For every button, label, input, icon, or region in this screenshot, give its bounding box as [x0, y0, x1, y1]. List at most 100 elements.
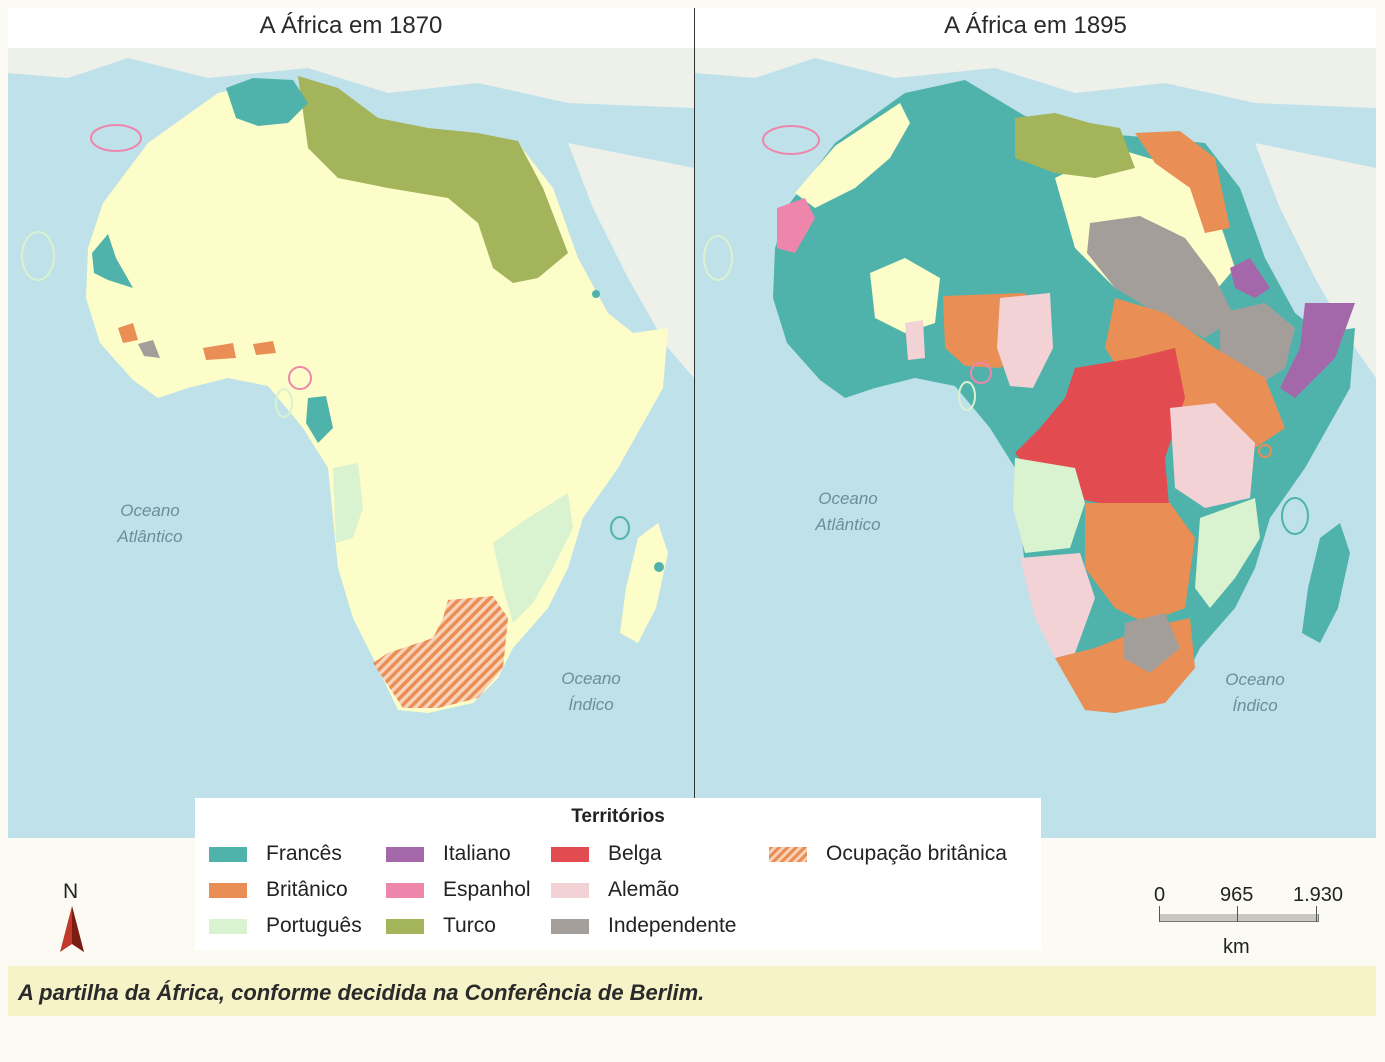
- portuguese-mozambique: [493, 493, 573, 623]
- cape-verde-ring: [703, 235, 733, 281]
- legend-label-italiano: Italiano: [443, 842, 511, 865]
- french-senegal: [92, 234, 133, 288]
- legend-item-espanhol: Espanhol: [386, 876, 531, 904]
- italian-somalia: [1280, 303, 1355, 398]
- legend-label-belga: Belga: [608, 842, 662, 865]
- caption-band: [8, 966, 1376, 1016]
- legend-item-alemao: Alemão: [551, 876, 679, 904]
- turkish-north-africa: [298, 76, 568, 283]
- fernando-po-ring: [970, 362, 992, 384]
- legend-swatch-britanico: [209, 882, 247, 898]
- unclaimed-north-west: [795, 103, 910, 208]
- map-1895-svg: Oceano Atlântico Oceano Índico: [695, 48, 1376, 715]
- europe-land: [8, 48, 694, 108]
- italian-eritrea: [1230, 258, 1270, 298]
- legend-label-frances: Francês: [266, 842, 342, 865]
- french-gabon: [306, 396, 333, 443]
- legend-swatch-italiano: [386, 846, 424, 862]
- british-west-africa-2: [203, 343, 236, 360]
- indian-label-1870-line1: Oceano: [561, 669, 621, 688]
- legend-label-espanhol: Espanhol: [443, 878, 531, 901]
- zanzibar-ring: [1258, 444, 1272, 458]
- canary-islands-ring: [762, 125, 820, 155]
- legend-label-independente: Independente: [608, 914, 737, 937]
- figure-caption: A partilha da África, conforme decidida …: [18, 980, 705, 1005]
- german-cameroon: [997, 293, 1053, 388]
- scale-bar: 0 965 1.930 km: [1140, 880, 1344, 960]
- british-egypt: [1135, 131, 1230, 233]
- legend-swatch-independente: [551, 918, 589, 934]
- atlantic-label-1870-line1: Oceano: [120, 501, 180, 520]
- reunion-ring: [610, 516, 630, 540]
- reunion-dot: [654, 562, 664, 572]
- atlantic-label-1895-line1: Oceano: [818, 489, 878, 508]
- sao-tome-ring: [275, 388, 293, 418]
- british-rhodesia: [1085, 503, 1195, 623]
- turkish-libya: [1015, 113, 1135, 178]
- europe-land: [695, 48, 1376, 108]
- madagascar-1895: [1302, 523, 1350, 643]
- legend-item-ocupacao-britanica: Ocupação britânica: [769, 840, 1007, 868]
- north-letter: N: [63, 880, 79, 903]
- fernando-po-ring: [288, 366, 312, 390]
- scale-bar-graphic: [1159, 914, 1319, 922]
- legend-swatch-ocupacao-britanica: [769, 846, 807, 862]
- british-occupation-south: [373, 596, 508, 708]
- legend-item-portugues: Português: [209, 912, 362, 940]
- legend-swatch-portugues: [209, 918, 247, 934]
- portuguese-angola: [333, 463, 363, 543]
- legend-swatch-frances: [209, 846, 247, 862]
- canary-islands-ring: [90, 124, 142, 152]
- scale-tick-1930: [1316, 906, 1317, 922]
- legend-label-ocupacao-britanica: Ocupação britânica: [826, 842, 1007, 865]
- cape-verde-ring: [21, 231, 55, 281]
- british-east-africa: [1105, 298, 1285, 448]
- british-west-africa-1: [118, 323, 138, 343]
- atlantic-label-1870-line2: Atlântico: [116, 527, 182, 546]
- scale-tick-label-965: 965: [1220, 884, 1254, 906]
- atlantic-label-1895-line2: Atlântico: [814, 515, 880, 534]
- german-southwest-africa: [1020, 553, 1095, 658]
- scale-tick-0: [1159, 906, 1160, 922]
- legend-swatch-espanhol: [386, 882, 424, 898]
- french-algeria: [226, 78, 308, 126]
- independent-transvaal: [1123, 613, 1180, 673]
- independent-sudan: [1087, 216, 1235, 338]
- legend-item-frances: Francês: [209, 840, 342, 868]
- madagascar-1870: [620, 523, 668, 643]
- scale-unit: km: [1223, 936, 1250, 958]
- indian-label-1895-line1: Oceano: [1225, 670, 1285, 689]
- british-west-africa-3: [253, 341, 276, 355]
- independent-liberia: [138, 340, 160, 358]
- portuguese-angola: [1013, 458, 1085, 553]
- north-arrow: N: [58, 880, 88, 955]
- scale-tick-965: [1237, 906, 1238, 922]
- legend-item-belga: Belga: [551, 840, 662, 868]
- legend-item-italiano: Italiano: [386, 840, 511, 868]
- portuguese-mozambique: [1195, 498, 1260, 608]
- north-arrow-icon: [60, 906, 84, 952]
- legend-swatch-belga: [551, 846, 589, 862]
- legend-label-portugues: Português: [266, 914, 362, 937]
- title-divider: [694, 8, 695, 48]
- german-togo: [905, 320, 925, 360]
- german-east-africa: [1170, 403, 1255, 508]
- legend-swatch-alemao: [551, 882, 589, 898]
- map-title-1895: A África em 1895: [695, 8, 1376, 49]
- map-africa-1895: Oceano Atlântico Oceano Índico: [695, 48, 1376, 838]
- unclaimed-sahel: [870, 258, 940, 333]
- indian-label-1895-line2: Índico: [1232, 696, 1277, 715]
- legend-item-independente: Independente: [551, 912, 736, 940]
- map-africa-1870: Oceano Atlântico Oceano Índico: [8, 48, 695, 838]
- comoros-ring: [1281, 497, 1309, 535]
- scale-tick-label-1930: 1.930: [1293, 884, 1344, 906]
- legend-title: Territórios: [571, 806, 665, 827]
- map-title-1870: A África em 1870: [8, 8, 694, 49]
- legend-label-turco: Turco: [443, 914, 496, 937]
- spanish-western-sahara: [777, 198, 815, 253]
- legend-item-britanico: Britânico: [209, 876, 348, 904]
- legend-territorios: Territórios Francês Britânico Português …: [195, 798, 1041, 950]
- legend-label-britanico: Britânico: [266, 878, 348, 901]
- legend-swatch-turco: [386, 918, 424, 934]
